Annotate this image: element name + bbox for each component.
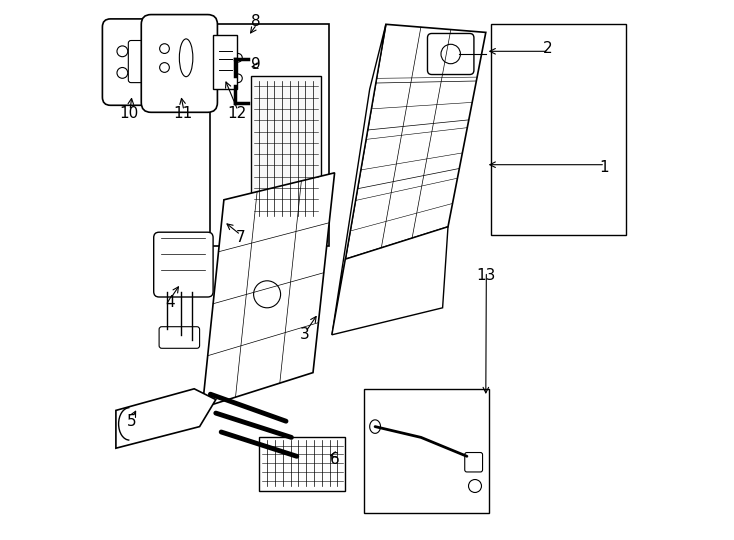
Text: 10: 10 (120, 106, 139, 121)
Text: 6: 6 (330, 451, 339, 467)
FancyBboxPatch shape (159, 327, 200, 348)
Polygon shape (203, 173, 335, 408)
FancyBboxPatch shape (465, 453, 482, 472)
FancyBboxPatch shape (259, 437, 346, 491)
Text: 8: 8 (252, 14, 261, 29)
Text: 13: 13 (476, 268, 495, 283)
FancyBboxPatch shape (427, 33, 474, 75)
FancyBboxPatch shape (128, 40, 149, 83)
Polygon shape (332, 227, 448, 335)
Bar (364, 389, 489, 513)
Text: 12: 12 (228, 106, 247, 121)
Text: 7: 7 (236, 230, 245, 245)
Text: 4: 4 (165, 295, 175, 310)
Polygon shape (116, 389, 216, 448)
Text: 9: 9 (252, 57, 261, 72)
Bar (491, 24, 626, 235)
Polygon shape (346, 24, 486, 259)
FancyBboxPatch shape (103, 19, 164, 105)
Text: 5: 5 (127, 414, 137, 429)
Text: 11: 11 (174, 106, 193, 121)
FancyBboxPatch shape (141, 15, 217, 112)
Bar (211, 24, 330, 246)
Text: 3: 3 (300, 327, 310, 342)
FancyBboxPatch shape (213, 35, 237, 89)
FancyBboxPatch shape (153, 232, 213, 297)
Bar (251, 76, 321, 221)
Text: 2: 2 (543, 41, 553, 56)
Text: 1: 1 (600, 160, 609, 175)
Polygon shape (332, 24, 386, 335)
